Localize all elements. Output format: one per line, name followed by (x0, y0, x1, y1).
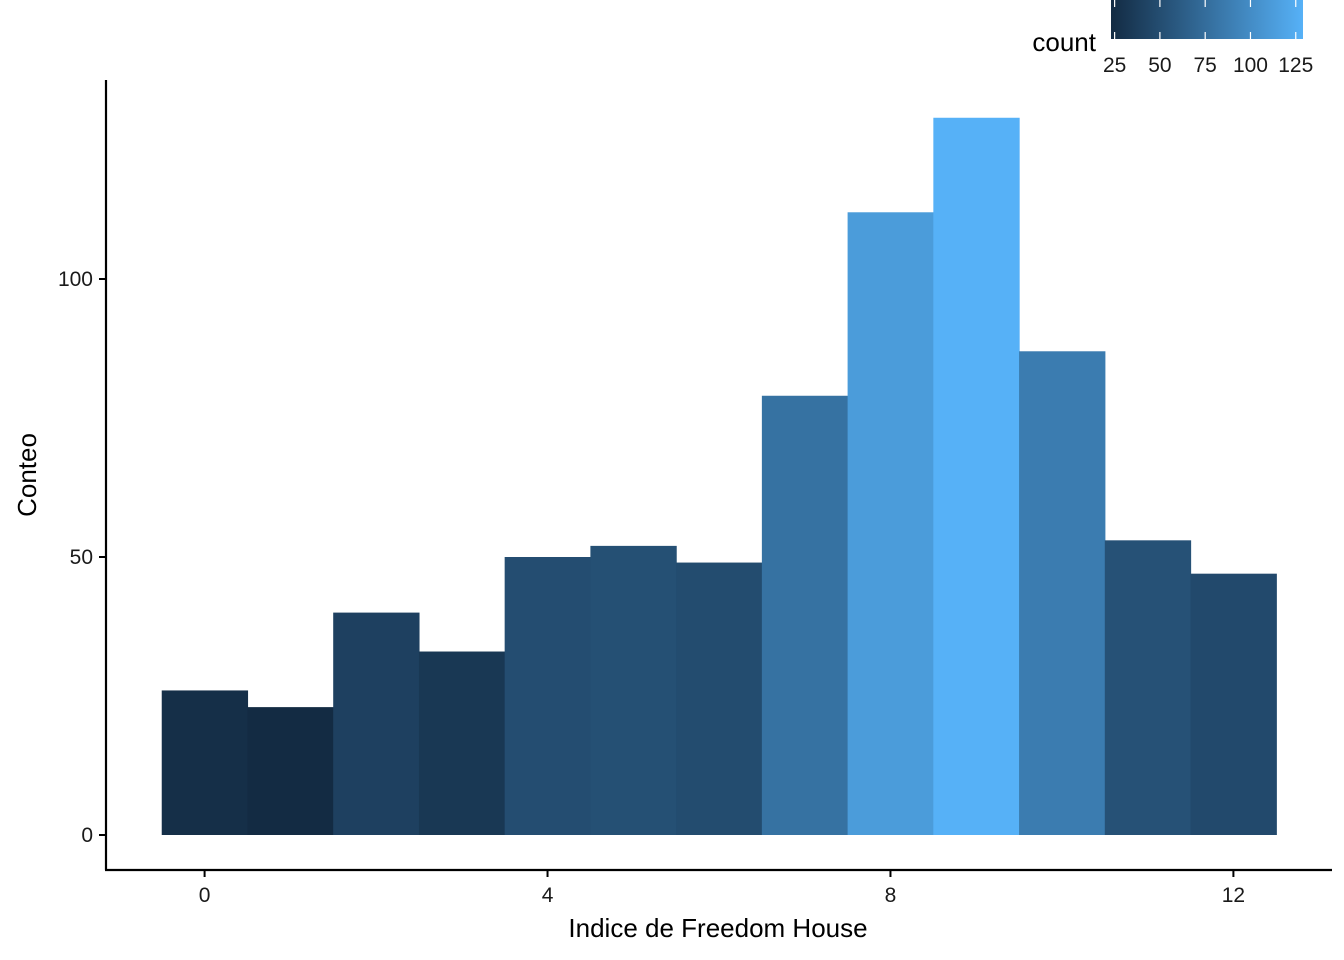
y-axis-ticks: 0 50 100 (58, 268, 106, 847)
histogram-bar (504, 557, 591, 835)
color-legend: count 25 50 75 100 125 (1032, 0, 1313, 77)
x-axis-title: Indice de Freedom House (568, 913, 867, 943)
x-tick-label: 4 (542, 884, 554, 907)
x-axis-ticks: 0 4 8 12 (199, 870, 1245, 907)
y-axis-title: Conteo (12, 433, 42, 517)
x-tick-label: 8 (885, 884, 897, 907)
histogram-bar (418, 651, 506, 835)
histogram-bar (676, 562, 763, 835)
histogram-bars (161, 117, 1277, 835)
x-tick-label: 12 (1222, 884, 1245, 907)
histogram-bar (847, 212, 934, 835)
legend-tick-label: 75 (1194, 54, 1217, 77)
x-tick-label: 0 (199, 884, 211, 907)
histogram-bar (1190, 573, 1277, 835)
legend-tick-label: 125 (1278, 54, 1313, 77)
legend-title: count (1032, 27, 1096, 57)
legend-colorbar (1111, 0, 1303, 39)
histogram-bar (1104, 540, 1192, 835)
histogram-bar (933, 117, 1020, 835)
histogram-bar (161, 690, 249, 835)
y-tick-label: 50 (70, 546, 93, 569)
y-tick-label: 0 (81, 824, 93, 847)
histogram-bar (761, 395, 849, 835)
legend-tick-label: 25 (1103, 54, 1126, 77)
legend-tick-label: 100 (1233, 54, 1268, 77)
legend-tick-label: 50 (1148, 54, 1171, 77)
legend-ticks: 25 50 75 100 125 (1103, 0, 1313, 77)
histogram-bar (590, 545, 677, 835)
y-tick-label: 100 (58, 268, 93, 291)
histogram-bar (333, 612, 420, 835)
histogram-bar (1019, 351, 1106, 835)
histogram-bar (247, 707, 334, 835)
